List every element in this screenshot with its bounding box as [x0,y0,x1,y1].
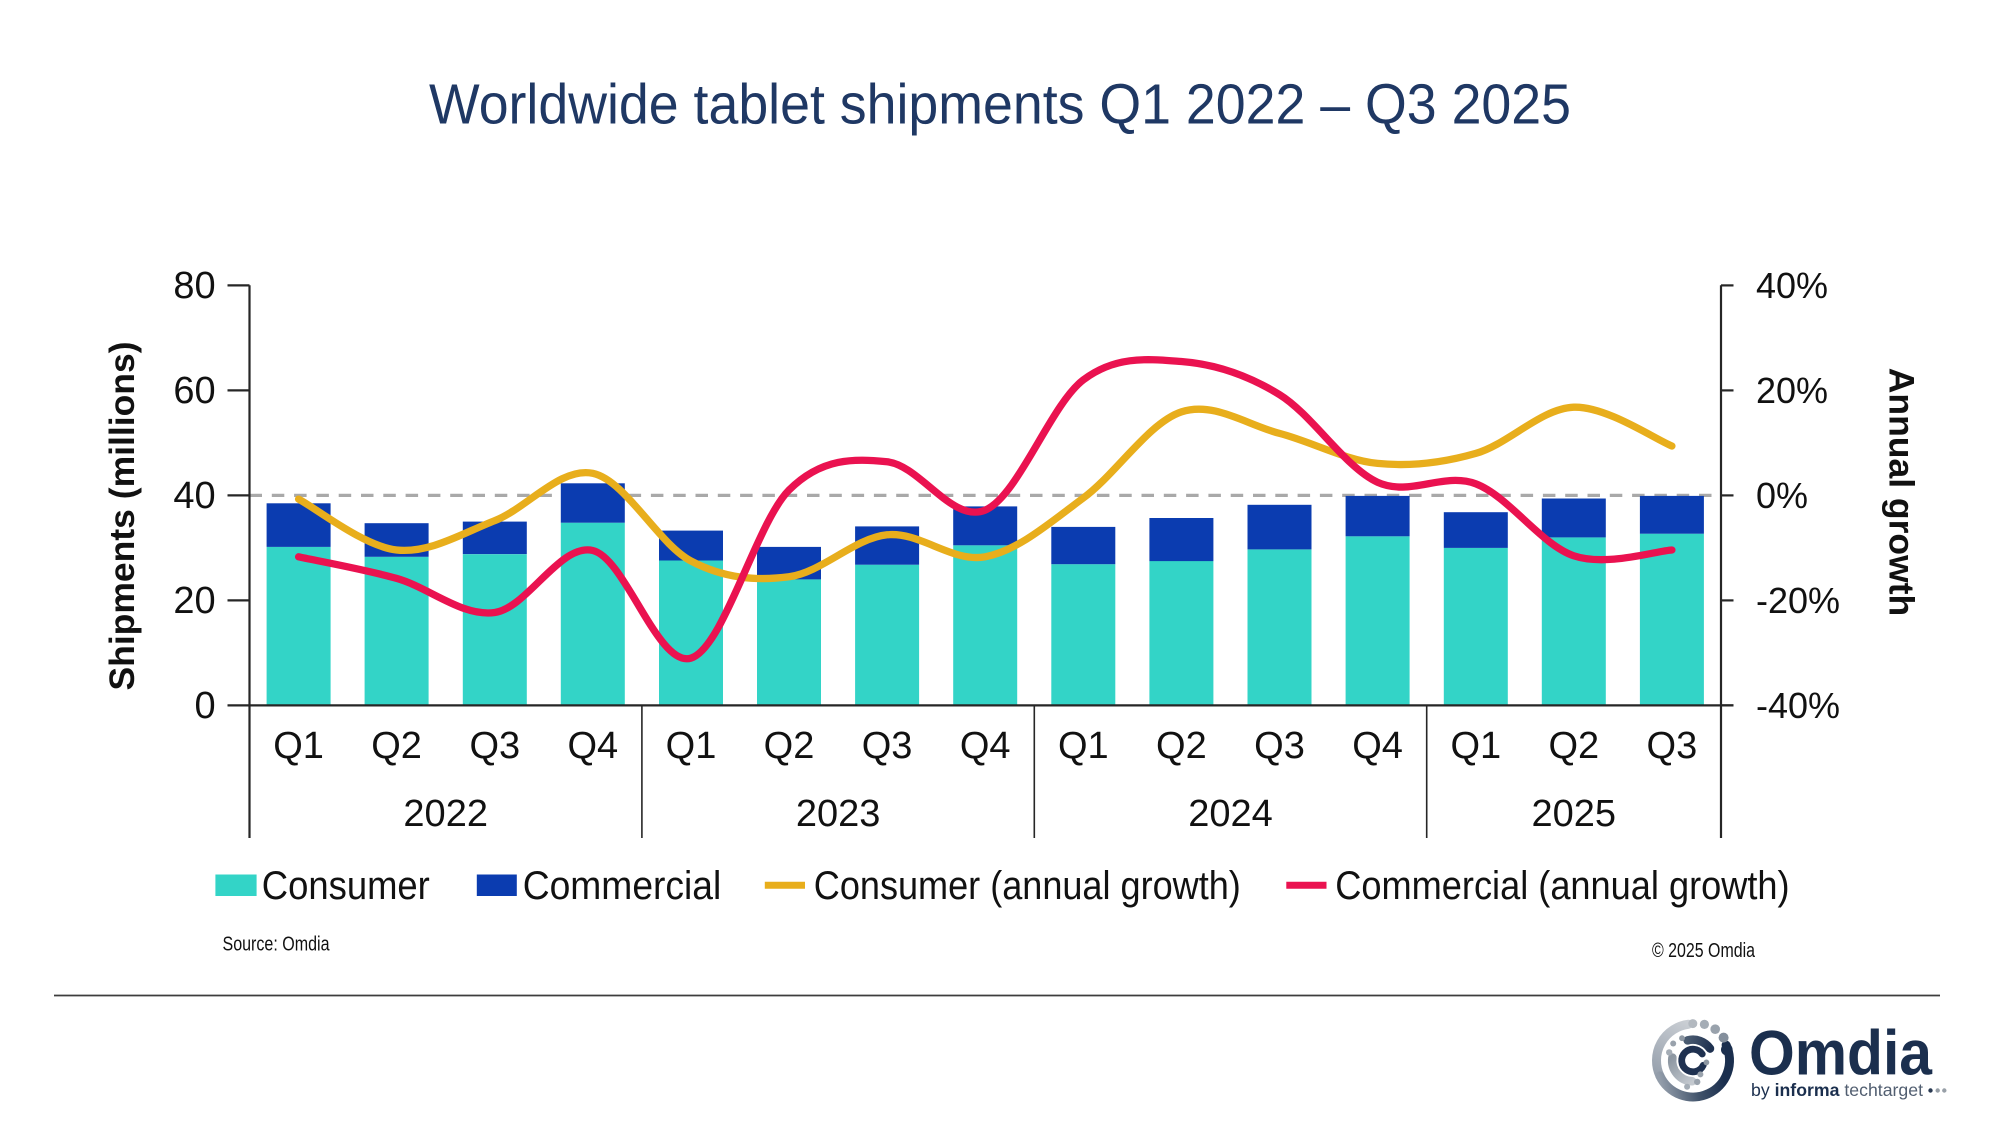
svg-text:Q3: Q3 [469,725,520,767]
svg-text:Q1: Q1 [273,725,324,767]
svg-text:Q1: Q1 [666,725,717,767]
svg-text:Consumer: Consumer [262,864,430,908]
svg-text:Q3: Q3 [1254,725,1305,767]
svg-text:Q4: Q4 [960,725,1011,767]
svg-text:-20%: -20% [1756,580,1840,621]
svg-text:20%: 20% [1756,370,1828,411]
svg-text:Q4: Q4 [567,725,618,767]
svg-text:by informa techtarget: by informa techtarget [1751,1080,1923,1100]
svg-text:Annual growth: Annual growth [1882,368,1922,616]
svg-text:Q2: Q2 [1156,725,1207,767]
svg-text:Q2: Q2 [1548,725,1599,767]
svg-text:Q2: Q2 [371,725,422,767]
svg-text:40: 40 [173,475,215,517]
svg-text:-40%: -40% [1756,685,1840,726]
svg-text:2023: 2023 [796,793,881,835]
svg-text:Q4: Q4 [1352,725,1403,767]
svg-text:Source: Omdia: Source: Omdia [223,934,331,956]
svg-text:Commercial: Commercial [523,864,722,908]
svg-text:Commercial (annual growth): Commercial (annual growth) [1335,864,1789,908]
svg-text:80: 80 [173,265,215,307]
svg-text:Worldwide tablet shipments Q1: Worldwide tablet shipments Q1 2022 – Q3 … [429,73,1571,136]
svg-text:60: 60 [173,370,215,412]
svg-text:40%: 40% [1756,265,1828,306]
svg-text:20: 20 [173,580,215,622]
svg-text:Q3: Q3 [862,725,913,767]
svg-text:Q3: Q3 [1647,725,1698,767]
svg-text:© 2025 Omdia: © 2025 Omdia [1652,940,1756,962]
svg-text:Q2: Q2 [764,725,815,767]
svg-text:Consumer (annual growth): Consumer (annual growth) [814,864,1241,908]
svg-text:0: 0 [194,685,215,727]
svg-text:0%: 0% [1756,475,1808,516]
svg-text:Q1: Q1 [1450,725,1501,767]
svg-text:Omdia: Omdia [1749,1019,1933,1089]
svg-text:2024: 2024 [1188,793,1273,835]
svg-text:Shipments (millions): Shipments (millions) [102,341,142,690]
svg-text:Q1: Q1 [1058,725,1109,767]
svg-text:2022: 2022 [403,793,488,835]
svg-text:2025: 2025 [1532,793,1617,835]
